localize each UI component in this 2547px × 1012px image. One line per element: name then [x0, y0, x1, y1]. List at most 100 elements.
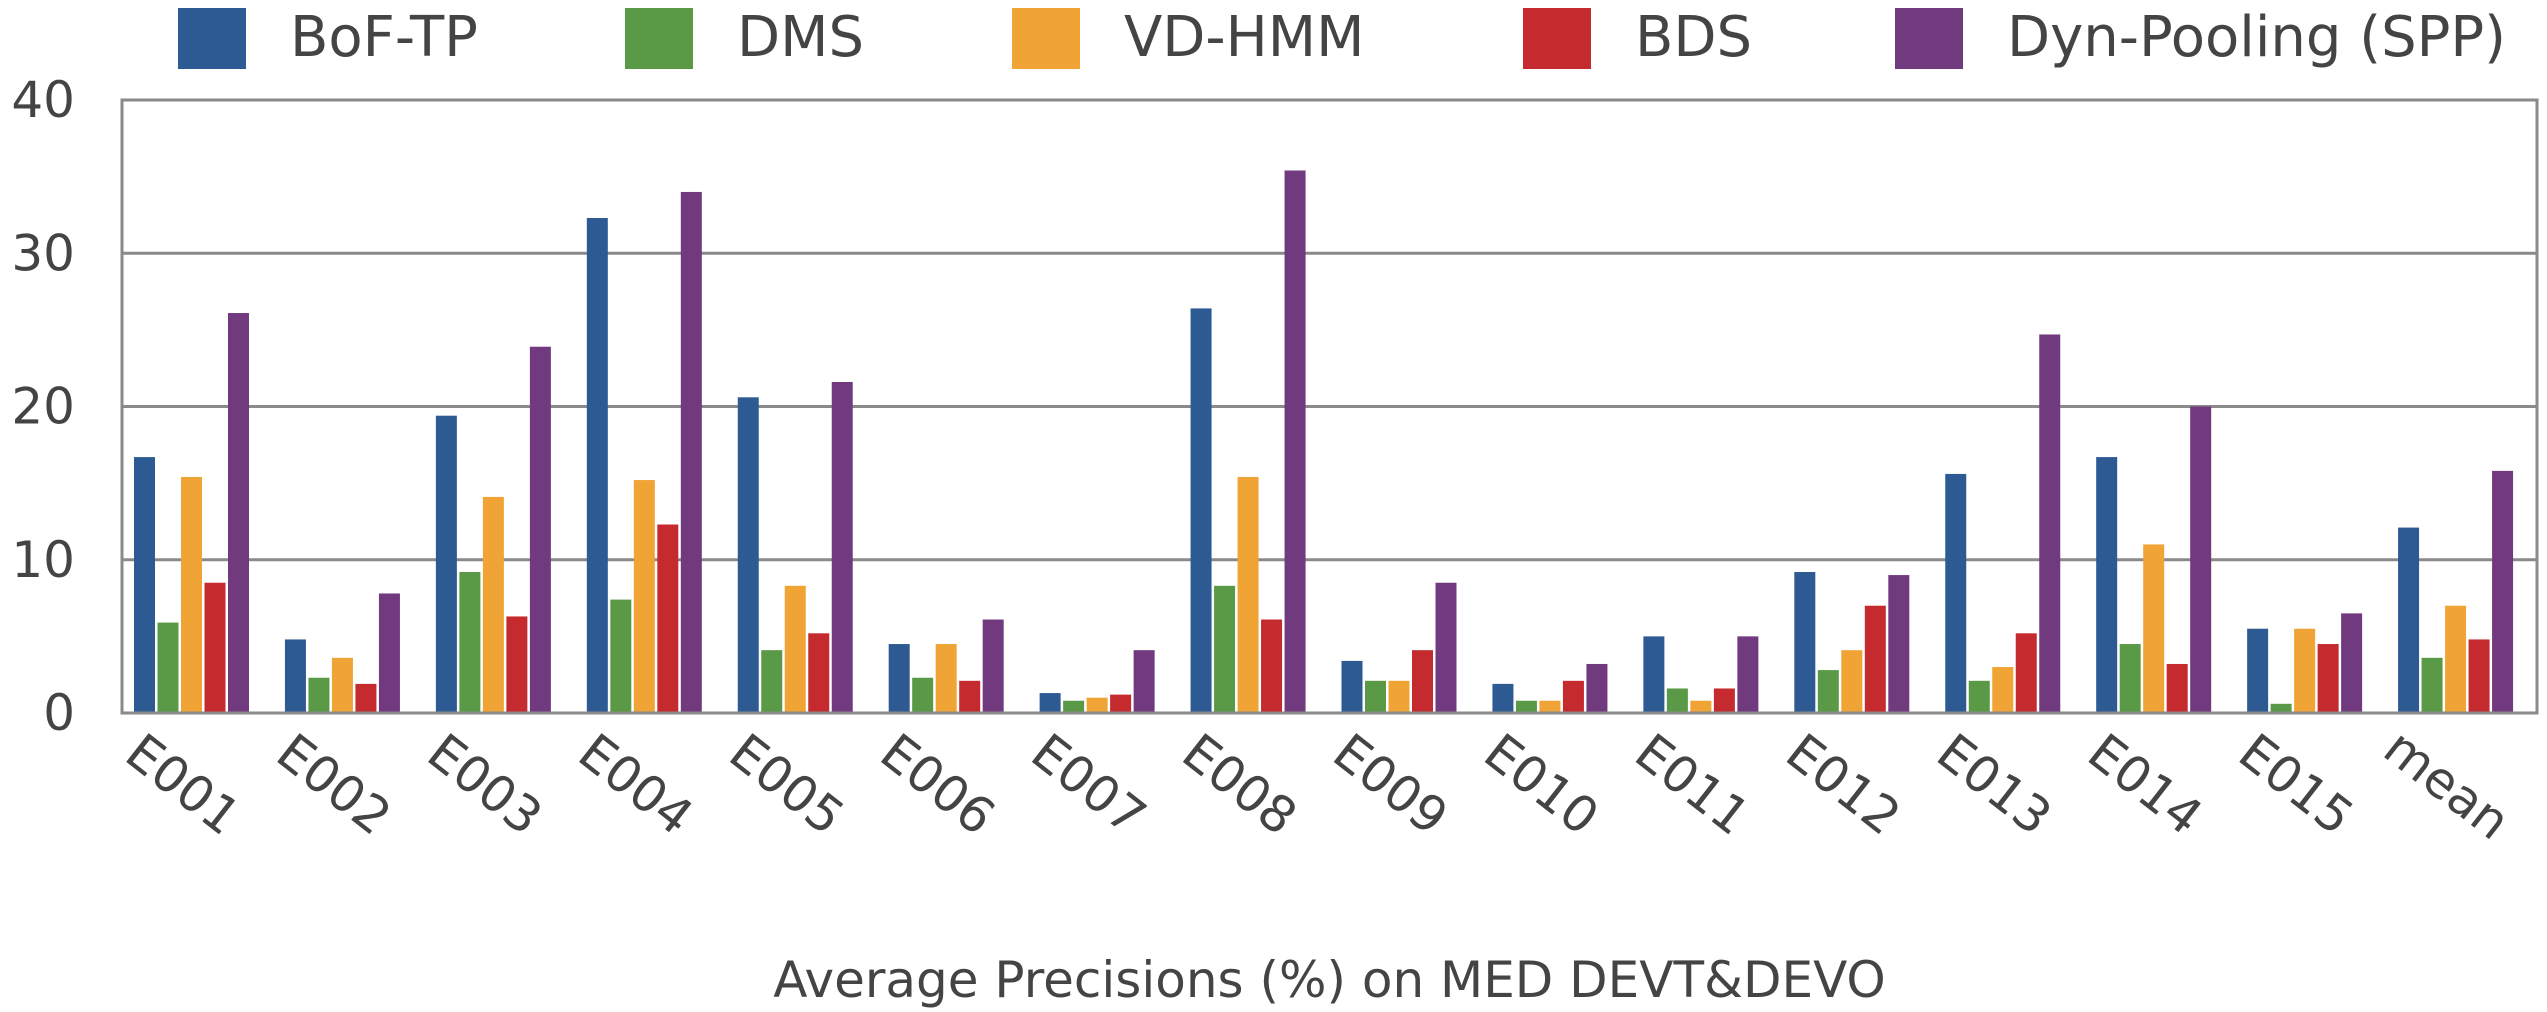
x-tick-label: E003 — [417, 723, 553, 847]
bar-bof-tp-e015 — [2247, 628, 2269, 713]
bar-dyn-pooling-spp--e013 — [2039, 334, 2061, 713]
bar-bof-tp-e014 — [2096, 457, 2118, 713]
bar-vd-hmm-e013 — [1992, 667, 2014, 713]
bar-vd-hmm-e005 — [784, 585, 806, 713]
bar-dms-e003 — [459, 572, 481, 713]
bar-bof-tp-e001 — [134, 457, 155, 713]
bar-bof-tp-e013 — [1945, 473, 1967, 713]
bar-bds-e010 — [1562, 680, 1584, 713]
bar-dyn-pooling-spp--e004 — [680, 191, 702, 713]
x-tick-label: E008 — [1172, 723, 1308, 847]
bar-dms-e006 — [912, 677, 934, 713]
bar-bof-tp-e007 — [1039, 693, 1061, 713]
x-tick-label: E009 — [1323, 723, 1459, 847]
bar-dyn-pooling-spp--e003 — [529, 346, 551, 713]
legend-label: VD-HMM — [1124, 5, 1364, 70]
bar-bds-e006 — [959, 680, 981, 713]
bar-bof-tp-e011 — [1643, 636, 1665, 713]
bar-bof-tp-e009 — [1341, 660, 1363, 713]
bar-vd-hmm-e006 — [935, 644, 957, 713]
legend-swatch — [1523, 8, 1591, 69]
legend-label: Dyn-Pooling (SPP) — [2007, 5, 2506, 70]
bar-bds-e012 — [1864, 605, 1886, 713]
bar-dms-e011 — [1666, 688, 1688, 713]
legend: BoF-TP DMS VD-HMM BDS Dyn-Pooling (SPP) — [178, 5, 2506, 70]
bar-vd-hmm-e002 — [331, 657, 353, 713]
bar-dms-e005 — [761, 650, 783, 713]
bar-bds-e001 — [204, 582, 226, 713]
bar-bds-e008 — [1261, 619, 1283, 713]
x-tick-label: E014 — [2077, 723, 2213, 847]
bar-bds-e009 — [1412, 650, 1433, 713]
bar-dms-e008 — [1214, 585, 1236, 713]
bar-bds-e015 — [2317, 644, 2339, 713]
x-tick-label: E011 — [1624, 723, 1760, 847]
bar-dms-e002 — [308, 677, 330, 713]
bar-bds-mean — [2468, 639, 2490, 713]
bar-dyn-pooling-spp--e007 — [1133, 650, 1155, 713]
bar-vd-hmm-e009 — [1388, 680, 1410, 713]
x-axis-label: Average Precisions (%) on MED DEVT&DEVO — [773, 951, 1886, 1009]
x-axis-ticks: E001 E002 E003 E004 E005 E006 E007 E008 E009 E010… — [115, 718, 2521, 851]
bar-bof-tp-e003 — [435, 415, 457, 713]
bar-dms-e001 — [157, 622, 179, 713]
bar-bds-e014 — [2166, 663, 2188, 713]
bar-dyn-pooling-spp--e015 — [2341, 613, 2363, 713]
legend-swatch — [625, 8, 693, 69]
bar-dyn-pooling-spp--e009 — [1435, 582, 1457, 713]
y-tick-label: 10 — [11, 531, 75, 589]
bar-dms-e004 — [610, 599, 632, 713]
bar-vd-hmm-e001 — [181, 476, 202, 713]
bar-bof-tp-e006 — [888, 644, 910, 713]
x-tick-label: mean — [2373, 718, 2520, 851]
bar-vd-hmm-e003 — [482, 496, 504, 713]
bar-bof-tp-e005 — [737, 397, 759, 713]
bar-bof-tp-e004 — [586, 218, 608, 713]
bar-vd-hmm-e015 — [2294, 628, 2316, 713]
bar-dyn-pooling-spp--mean — [2492, 470, 2514, 713]
bar-bds-e007 — [1110, 694, 1132, 713]
x-tick-label: E012 — [1775, 723, 1911, 847]
bar-dyn-pooling-spp--e010 — [1586, 663, 1608, 713]
x-tick-label: E004 — [568, 723, 704, 847]
bar-bof-tp-mean — [2398, 527, 2420, 713]
bar-vd-hmm-e014 — [2143, 544, 2165, 713]
legend-swatch — [178, 8, 246, 69]
bar-dyn-pooling-spp--e008 — [1284, 170, 1306, 713]
bar-vd-hmm-e008 — [1237, 476, 1259, 713]
bar-dyn-pooling-spp--e012 — [1888, 575, 1910, 713]
bar-bds-e011 — [1713, 688, 1735, 713]
bar-bds-e004 — [657, 524, 679, 713]
legend-label: BDS — [1635, 5, 1752, 70]
bar-vd-hmm-mean — [2445, 605, 2467, 713]
bar-bof-tp-e002 — [284, 639, 306, 713]
bar-vd-hmm-e004 — [633, 480, 655, 713]
bar-dms-e012 — [1817, 670, 1839, 713]
bar-dms-e007 — [1063, 700, 1085, 713]
bar-bds-e005 — [808, 633, 830, 713]
bar-bof-tp-e008 — [1190, 308, 1212, 713]
bar-dyn-pooling-spp--e011 — [1737, 636, 1759, 713]
bar-vd-hmm-e012 — [1841, 650, 1863, 713]
y-tick-label: 0 — [43, 684, 75, 742]
bar-vd-hmm-e011 — [1690, 700, 1712, 713]
bar-bds-e013 — [2015, 633, 2037, 713]
bars — [134, 170, 2514, 713]
bar-dms-e009 — [1365, 680, 1386, 713]
y-axis-ticks: 0 10 20 30 40 — [11, 71, 75, 742]
gridlines — [122, 251, 2537, 562]
x-tick-label: E006 — [870, 723, 1006, 847]
plot-frame — [120, 98, 2539, 715]
bar-dyn-pooling-spp--e006 — [982, 619, 1004, 713]
x-tick-label: E015 — [2228, 723, 2364, 847]
bar-dms-e010 — [1515, 700, 1537, 713]
bar-dyn-pooling-spp--e005 — [831, 381, 853, 713]
legend-label: BoF-TP — [290, 5, 478, 70]
y-tick-label: 30 — [11, 224, 75, 282]
bar-dms-mean — [2421, 657, 2443, 713]
y-tick-label: 20 — [11, 378, 75, 436]
bar-dms-e014 — [2119, 644, 2141, 713]
legend-swatch — [1012, 8, 1080, 69]
x-tick-label: E005 — [719, 723, 855, 847]
